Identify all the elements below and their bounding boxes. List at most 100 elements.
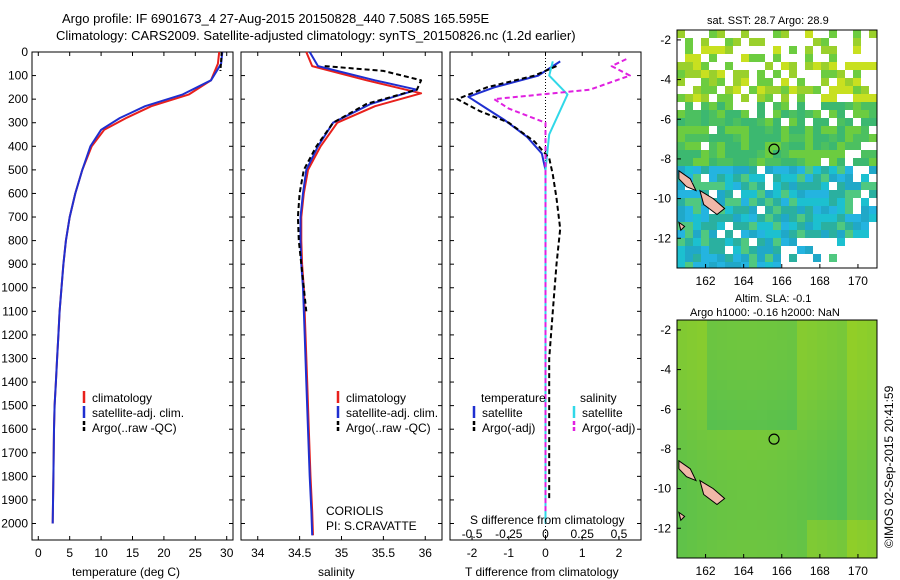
sst-cell: [725, 206, 733, 214]
sla-cell: [837, 530, 847, 540]
sst-cell: [781, 62, 789, 70]
sst-cell: [685, 94, 693, 102]
sst-cell: [701, 206, 709, 214]
sst-map-title: sat. SST: 28.7 Argo: 28.9: [707, 15, 829, 27]
sst-cell: [757, 174, 765, 182]
sst-cell: [773, 174, 781, 182]
sst-cell: [765, 134, 773, 142]
sla-cell: [747, 460, 757, 470]
difference-panel: -2 -1 0 1 2 -0.5 -0.25 0 0.25 0.5: [449, 51, 642, 560]
sla-cell: [717, 500, 727, 510]
sla-cell: [707, 470, 717, 480]
y-tick-label: 700: [8, 210, 28, 224]
sla-cell: [857, 420, 867, 430]
sla-cell: [787, 330, 797, 340]
sst-cell: [725, 230, 733, 238]
sst-cell: [677, 230, 685, 238]
sst-cell: [677, 62, 685, 70]
sla-cell: [677, 440, 687, 450]
land-polygon: [678, 511, 686, 522]
sla-cell: [767, 500, 777, 510]
sst-cell: [701, 230, 709, 238]
sla-cell: [757, 400, 767, 410]
sst-cell: [725, 166, 733, 174]
sla-cell: [837, 480, 847, 490]
sst-cell: [805, 206, 813, 214]
sst-cell: [821, 126, 829, 134]
sst-cell: [773, 118, 781, 126]
sst-cell: [853, 190, 861, 198]
sst-cell: [789, 214, 797, 222]
sst-cell: [797, 78, 805, 86]
sst-cell: [829, 198, 837, 206]
sla-cell: [757, 500, 767, 510]
sla-cell: [727, 470, 737, 480]
sst-cell: [829, 230, 837, 238]
y-tick-label: 1900: [1, 493, 28, 507]
sla-cell: [787, 370, 797, 380]
sst-cell: [805, 142, 813, 150]
y-tick-label: -6: [660, 112, 671, 126]
temperature-xlabel: temperature (deg C): [72, 565, 180, 579]
sst-cell: [741, 30, 749, 38]
sst-cell: [861, 158, 869, 166]
sst-cell: [693, 230, 701, 238]
sst-cell: [741, 134, 749, 142]
sla-cell: [717, 350, 727, 360]
sst-cell: [701, 118, 709, 126]
sst-cell: [757, 158, 765, 166]
x-tick-label: 162: [696, 274, 716, 288]
sst-cell: [717, 30, 725, 38]
sla-cell: [757, 550, 767, 558]
sst-cell: [701, 78, 709, 86]
sst-cell: [741, 110, 749, 118]
sla-cell: [797, 530, 807, 540]
sla-cell: [777, 480, 787, 490]
y-tick-label: -2: [660, 323, 671, 337]
sla-cell: [707, 380, 717, 390]
sst-cell: [797, 198, 805, 206]
sst-cell: [677, 166, 685, 174]
sst-cell: [853, 30, 861, 38]
sla-cell: [737, 550, 747, 558]
sla-cell: [857, 360, 867, 370]
sst-cell: [781, 206, 789, 214]
sst-cell: [741, 214, 749, 222]
sla-cell: [707, 440, 717, 450]
sla-cell: [787, 440, 797, 450]
sst-cell: [861, 150, 869, 158]
sst-cell: [677, 118, 685, 126]
sla-cell: [777, 500, 787, 510]
x-tick-label: 30: [220, 546, 234, 560]
sst-cell: [685, 222, 693, 230]
sla-cell: [677, 430, 687, 440]
sla-cell: [867, 320, 877, 330]
sla-cell: [867, 450, 877, 460]
sla-cell: [847, 530, 857, 540]
sst-cell: [789, 86, 797, 94]
sla-cell: [777, 390, 787, 400]
sla-cell: [797, 540, 807, 550]
sst-cell: [821, 206, 829, 214]
sst-cell: [797, 102, 805, 110]
sst-cell: [861, 134, 869, 142]
sla-cell: [857, 330, 867, 340]
sla-cell: [767, 360, 777, 370]
sla-cell: [777, 490, 787, 500]
sst-cell: [765, 142, 773, 150]
sla-cell: [817, 510, 827, 520]
sla-cell: [807, 490, 817, 500]
sla-cell: [817, 460, 827, 470]
legend-label-t-argo: Argo(-adj): [482, 421, 535, 435]
sla-cell: [847, 370, 857, 380]
sla-cell: [847, 420, 857, 430]
sla-cell: [857, 450, 867, 460]
sst-cell: [789, 190, 797, 198]
sst-cell: [741, 70, 749, 78]
sst-cell: [725, 142, 733, 150]
x-tick-label: 0: [542, 546, 549, 560]
sla-cell: [867, 460, 877, 470]
sst-cell: [701, 126, 709, 134]
argo-position-marker: [768, 433, 780, 445]
sst-cell: [845, 118, 853, 126]
